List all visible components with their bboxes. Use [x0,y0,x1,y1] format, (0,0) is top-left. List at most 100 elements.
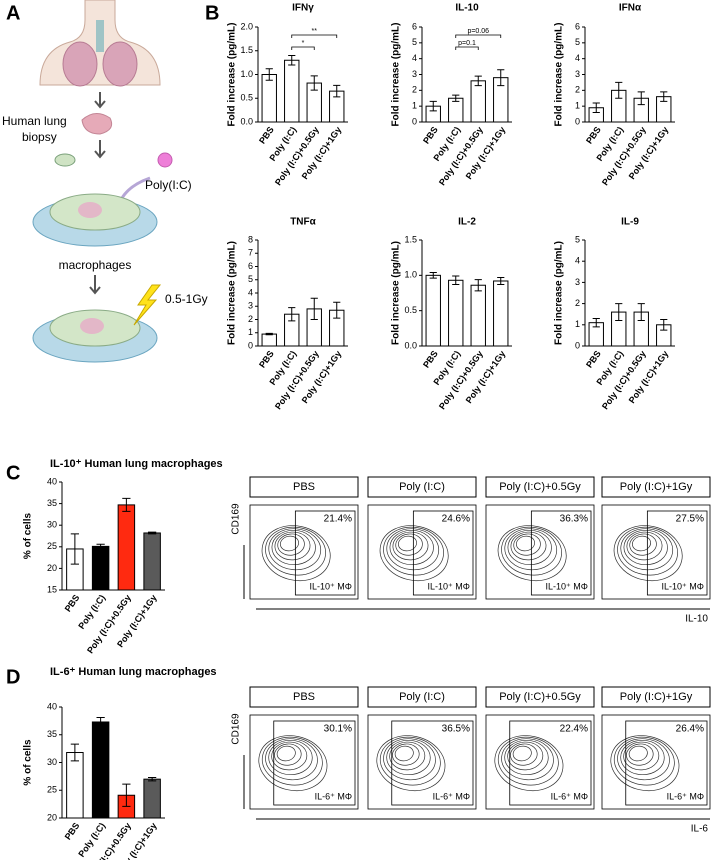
y-tick-label: 2 [248,314,253,324]
gate [509,720,592,806]
y-tick-label: 0.0 [404,340,417,350]
y-tick-label: 6 [248,261,253,271]
significance-label: p=0.1 [458,40,476,47]
contour [271,741,308,771]
y-tick-label: 3 [575,69,580,79]
header: PBS [293,691,315,703]
label: macrophages [59,258,132,272]
chart-title: IL-2 [458,217,476,228]
contour [274,743,302,766]
contour [386,739,431,776]
significance-bracket [291,34,338,38]
error-bar [333,301,341,319]
x-axis-label: IL-10 [685,614,708,625]
error-bar [452,94,460,102]
header: Poly (I:C) [399,481,445,493]
x-tick-label: PBS [257,349,276,370]
gate-percent: 36.3% [560,514,588,525]
contour [392,531,429,561]
label: Human lung [2,114,67,128]
contour [626,531,663,561]
gate-label: IL-6⁺ MΦ [315,791,352,801]
contour [613,525,683,582]
significance-label: * [302,40,305,47]
error-bar [333,84,341,98]
error-bar [497,276,505,286]
y-tick-label: 35 [47,729,57,739]
header-box [249,476,359,498]
schematic [32,0,173,363]
chart-title: IL-10⁺ Human lung macrophages [50,458,223,470]
header: Poly (I:C)+0.5Gy [499,481,581,493]
y-tick-label: 40 [47,701,57,711]
error-bar [637,303,645,322]
y-tick-label: 5 [575,234,580,244]
error-bar [615,303,623,322]
contour [398,535,417,552]
stimulus-icon [157,152,173,168]
error-bar [310,75,318,91]
header-box [601,686,711,708]
error-bar [148,776,157,782]
contour [501,526,562,576]
header-box [367,476,477,498]
gate [273,720,356,806]
gate-percent: 22.4% [560,724,588,735]
contour [617,738,670,781]
gate-label: IL-10⁺ MΦ [310,581,352,591]
plot-frame [485,714,595,810]
nucleus [80,318,104,334]
gate-label: IL-6⁺ MΦ [667,791,704,801]
y-tick-label: 1.5 [240,45,253,55]
header-box [367,686,477,708]
contour [389,741,426,771]
contour [617,526,678,576]
y-axis-label: Fold increase (pg/mL) [391,241,402,345]
error-bar [429,272,437,279]
y-tick-label: 30 [47,757,57,767]
trachea [96,20,104,52]
error-bar [265,68,273,81]
y-axis-label: CD169 [231,713,242,745]
error-bar [70,533,79,565]
y-tick-label: 15 [47,584,57,594]
contour [261,736,323,786]
contour [383,526,444,576]
biopsy [81,113,113,135]
x-tick-label: PBS [421,349,440,370]
header-box [249,686,359,708]
contour [504,528,558,571]
contour [265,738,318,781]
plot-frame [367,504,477,600]
contour [268,528,322,571]
contour [280,535,299,552]
gate [294,510,356,596]
contour [271,529,316,566]
arrow [120,176,151,199]
gate-label: IL-6⁺ MΦ [551,791,588,801]
label: Poly(I:C) [145,178,192,192]
y-axis-label: CD169 [231,503,242,535]
error-bar [288,307,296,322]
gate [530,510,592,596]
header-box [485,686,595,708]
contour [516,535,535,552]
contour [383,738,436,781]
error-bar [592,102,600,113]
gate-percent: 24.6% [442,514,470,525]
x-tick-label: PBS [421,125,440,146]
plot-frame [367,714,477,810]
contour [510,743,538,766]
y-tick-label: 3 [248,301,253,311]
contour [394,745,414,762]
bar [66,752,84,819]
contour [632,535,651,552]
panel-letter: D [6,666,20,688]
error-bar [474,75,482,87]
contour [265,526,326,576]
error-bar [122,497,131,512]
error-bar [96,717,105,727]
chart-title: IL-10 [455,3,479,14]
bar [261,74,277,123]
contour [386,528,440,571]
